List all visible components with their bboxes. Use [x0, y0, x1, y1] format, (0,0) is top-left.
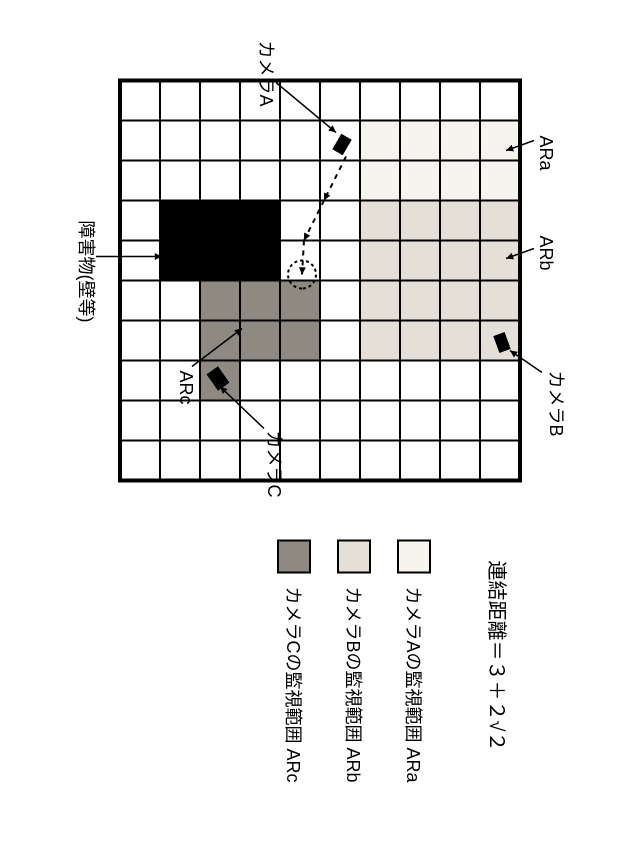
cell-ARb — [480, 280, 520, 320]
cell-obstacle — [160, 240, 200, 280]
cell-obstacle — [240, 240, 280, 280]
cell-ARb — [440, 200, 480, 240]
cell-ARb — [360, 240, 400, 280]
label-ARa: ARa — [536, 135, 556, 171]
cell-ARb — [480, 240, 520, 280]
cell-obstacle — [200, 240, 240, 280]
legend-label-ARb: カメラBの監視範囲 ARb — [343, 586, 363, 782]
cell-ARb — [400, 320, 440, 360]
label-camA-leader — [276, 82, 336, 132]
cell-ARb — [360, 280, 400, 320]
cell-ARa — [480, 160, 520, 200]
cell-obstacle — [200, 200, 240, 240]
diagram-canvas: ARa ARb カメラB カメラA カメラC ARc 障害物(壁等) 連結距離＝３＋２√２ カメ… — [0, 0, 640, 863]
cell-ARa — [360, 160, 400, 200]
cell-ARa — [440, 120, 480, 160]
label-camB: カメラB — [546, 370, 566, 436]
camera-A-icon — [332, 133, 351, 155]
cell-ARc — [200, 280, 240, 320]
label-camC-leader — [220, 386, 264, 428]
cell-ARa — [480, 120, 520, 160]
cell-ARb — [400, 200, 440, 240]
legend-label-ARc: カメラCの監視範囲 ARc — [283, 586, 303, 782]
label-obst: 障害物(壁等) — [76, 220, 96, 322]
cell-ARb — [360, 200, 400, 240]
cell-ARc — [240, 280, 280, 320]
legend-label-ARa: カメラAの監視範囲 ARa — [403, 586, 423, 783]
legend-swatch-ARb — [338, 540, 370, 572]
cell-obstacle — [240, 200, 280, 240]
cell-ARb — [440, 280, 480, 320]
cell-ARc — [200, 320, 240, 360]
cell-ARb — [440, 320, 480, 360]
label-ARc: ARc — [176, 370, 196, 404]
cell-obstacle — [160, 200, 200, 240]
cell-ARb — [400, 240, 440, 280]
label-camA: カメラA — [256, 40, 276, 106]
cell-ARc — [280, 280, 320, 320]
label-camC: カメラC — [264, 430, 284, 497]
cell-ARb — [440, 240, 480, 280]
legend-swatch-ARc — [278, 540, 310, 572]
cell-ARc — [240, 320, 280, 360]
cell-ARa — [440, 160, 480, 200]
cell-ARb — [400, 280, 440, 320]
cell-ARa — [400, 120, 440, 160]
formula-text: 連結距離＝３＋２√２ — [485, 560, 508, 751]
cell-ARb — [360, 320, 400, 360]
label-ARb: ARb — [536, 235, 556, 270]
cell-ARa — [400, 160, 440, 200]
rotated-stage: ARa ARb カメラB カメラA カメラC ARc 障害物(壁等) 連結距離＝３＋２√２ カメ… — [0, 0, 640, 863]
legend-swatch-ARa — [398, 540, 430, 572]
cell-ARc — [280, 320, 320, 360]
diagram-svg: ARa ARb カメラB カメラA カメラC ARc 障害物(壁等) 連結距離＝３＋２√２ カメ… — [0, 0, 640, 863]
path-segment — [324, 156, 346, 200]
cell-ARb — [480, 200, 520, 240]
cell-ARa — [360, 120, 400, 160]
